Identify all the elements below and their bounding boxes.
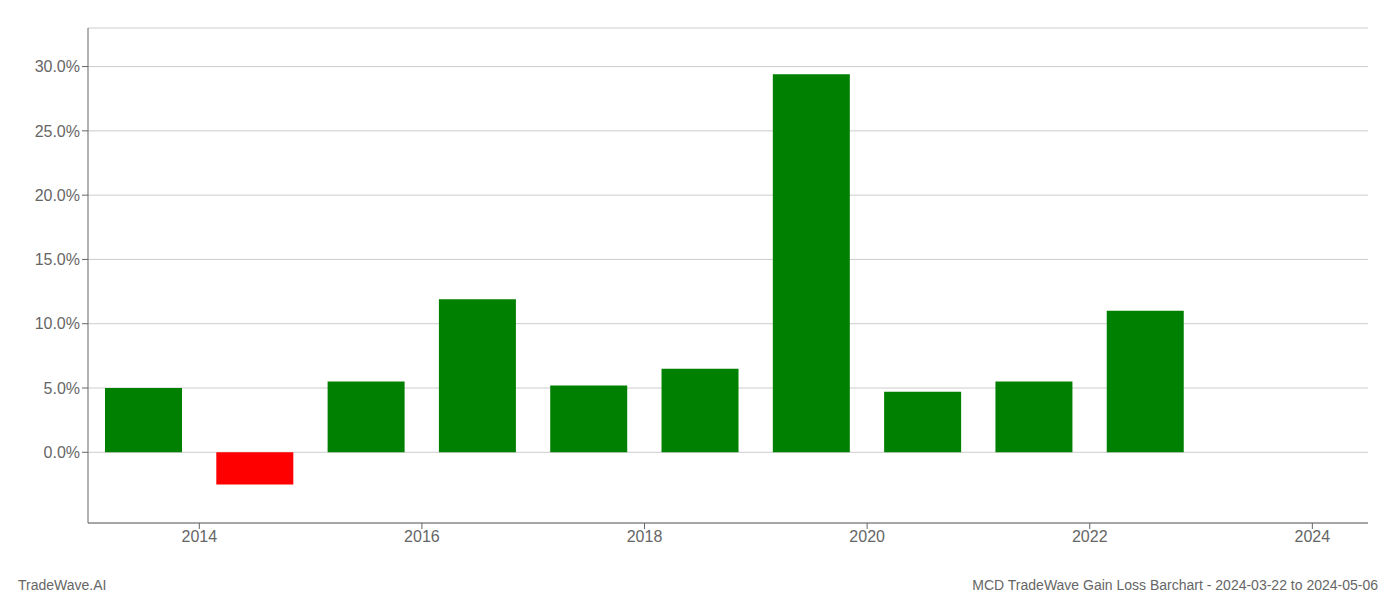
html-text:MCD TradeWave Gain Loss Barcha: MCD TradeWave Gain Loss Barchart - 2024-… (972, 577, 1378, 593)
svg-text:0.0%: 0.0% (44, 444, 80, 461)
svg-text:20.0%: 20.0% (35, 187, 80, 204)
svg-text:2016: 2016 (404, 528, 440, 545)
svg-text:2020: 2020 (849, 528, 885, 545)
svg-text:2024: 2024 (1295, 528, 1331, 545)
svg-text:25.0%: 25.0% (35, 123, 80, 140)
svg-text:2018: 2018 (627, 528, 663, 545)
html-text:TradeWave.AI: TradeWave.AI (18, 577, 107, 593)
svg-text:2014: 2014 (182, 528, 218, 545)
svg-text:15.0%: 15.0% (35, 251, 80, 268)
svg-text:2022: 2022 (1072, 528, 1108, 545)
svg-text:5.0%: 5.0% (44, 380, 80, 397)
svg-text:10.0%: 10.0% (35, 315, 80, 332)
svg-text:30.0%: 30.0% (35, 58, 80, 75)
